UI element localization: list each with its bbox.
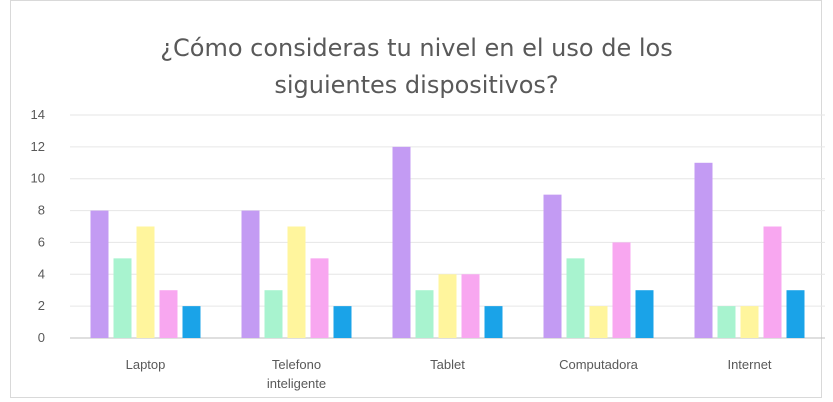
bar [635,290,654,338]
bar [90,210,109,338]
y-tick-label: 2 [38,298,45,313]
bar [763,226,782,338]
chart-title: ¿Cómo consideras tu nivel en el uso de l… [0,30,833,104]
chart-title-line-2: siguientes dispositivos? [274,71,559,99]
bar [113,258,132,338]
bar [310,258,329,338]
bar [612,242,631,338]
bar [159,290,178,338]
bar [484,306,503,338]
y-tick-label: 0 [38,330,45,345]
y-tick-label: 4 [38,266,45,281]
bar [392,146,411,338]
y-tick-label: 6 [38,234,45,249]
bar [461,274,480,338]
bar [287,226,306,338]
bar [566,258,585,338]
bar [438,274,457,338]
y-tick-label: 14 [31,107,45,122]
bar [264,290,283,338]
bar [717,306,736,338]
bar [543,194,562,338]
x-tick-label: Computadora [559,357,639,372]
x-tick-label: Laptop [126,357,166,372]
bar [182,306,201,338]
bar [786,290,805,338]
bar [740,306,759,338]
bar [694,162,713,338]
x-tick-label: Internet [727,357,771,372]
x-tick-label: Telefono [272,357,321,372]
bar [333,306,352,338]
chart-title-line-1: ¿Cómo consideras tu nivel en el uso de l… [160,34,673,62]
bar [589,306,608,338]
bar [415,290,434,338]
x-tick-label: inteligente [267,376,326,391]
y-tick-label: 8 [38,203,45,218]
y-tick-label: 10 [31,171,45,186]
bar [136,226,155,338]
bar [241,210,260,338]
y-tick-label: 12 [31,139,45,154]
x-tick-label: Tablet [430,357,465,372]
